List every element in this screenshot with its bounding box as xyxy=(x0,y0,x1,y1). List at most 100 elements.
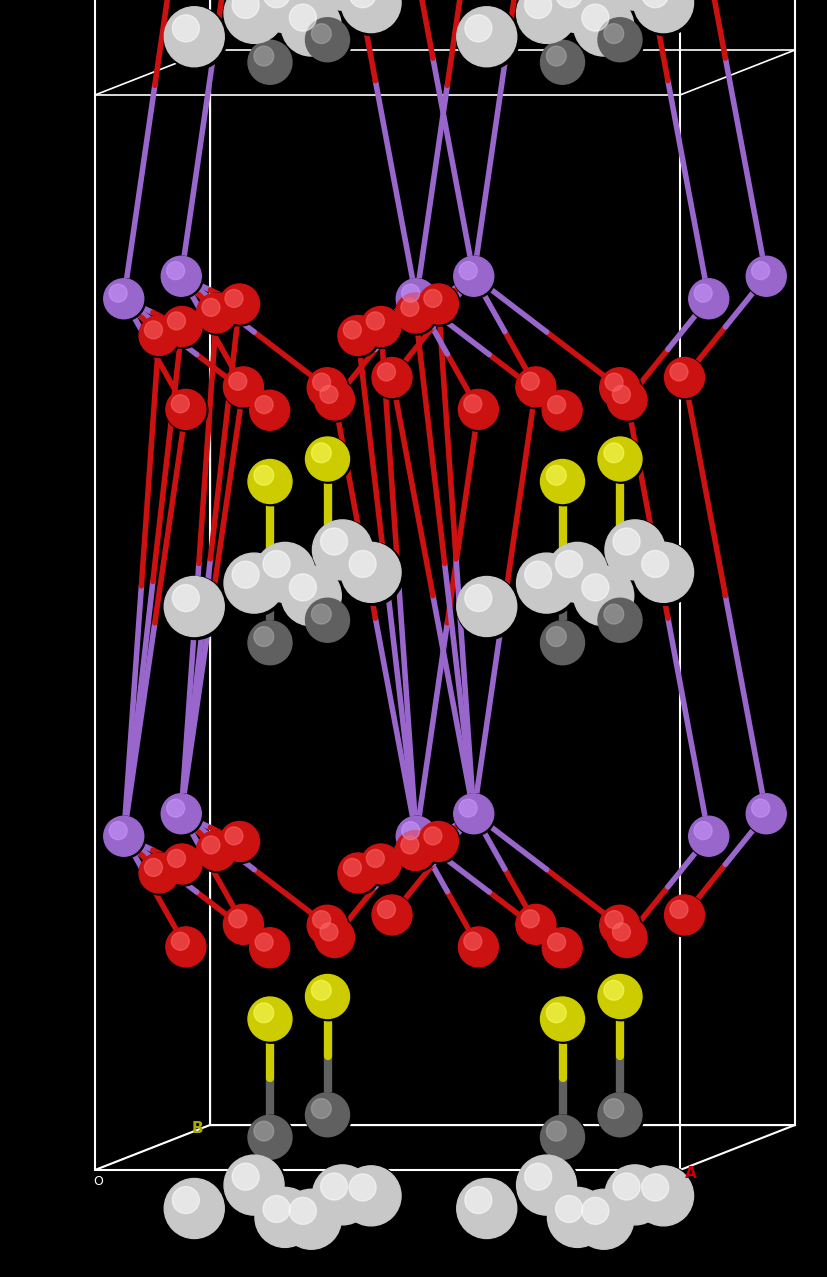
Circle shape xyxy=(202,836,220,854)
Circle shape xyxy=(224,553,284,613)
Circle shape xyxy=(402,821,419,840)
Circle shape xyxy=(366,312,385,329)
Circle shape xyxy=(313,0,375,13)
Circle shape xyxy=(633,543,696,605)
Circle shape xyxy=(281,1189,342,1249)
Circle shape xyxy=(281,566,342,626)
Circle shape xyxy=(307,905,349,948)
Circle shape xyxy=(219,821,261,863)
Circle shape xyxy=(604,24,624,43)
Circle shape xyxy=(598,437,642,481)
Circle shape xyxy=(314,917,355,958)
Circle shape xyxy=(372,358,412,397)
Circle shape xyxy=(305,437,351,483)
Circle shape xyxy=(541,997,585,1041)
Circle shape xyxy=(254,46,274,66)
Circle shape xyxy=(633,543,694,603)
Circle shape xyxy=(517,0,576,43)
Circle shape xyxy=(517,0,580,46)
Circle shape xyxy=(547,1188,610,1250)
Circle shape xyxy=(574,1189,633,1249)
Circle shape xyxy=(263,550,290,577)
Circle shape xyxy=(600,905,640,945)
Circle shape xyxy=(401,836,418,854)
Circle shape xyxy=(598,1093,644,1139)
Circle shape xyxy=(459,262,477,280)
Circle shape xyxy=(225,827,243,845)
Circle shape xyxy=(459,799,477,817)
Circle shape xyxy=(349,550,376,577)
Circle shape xyxy=(305,1093,350,1137)
Circle shape xyxy=(600,368,642,410)
Circle shape xyxy=(574,566,637,628)
Circle shape xyxy=(248,41,292,84)
Circle shape xyxy=(607,381,649,421)
Circle shape xyxy=(314,917,356,959)
Circle shape xyxy=(746,257,786,296)
Circle shape xyxy=(642,0,669,8)
Circle shape xyxy=(465,1186,492,1213)
Circle shape xyxy=(248,997,292,1041)
Circle shape xyxy=(172,585,199,612)
Circle shape xyxy=(343,321,361,338)
Circle shape xyxy=(321,527,347,555)
Circle shape xyxy=(162,306,204,349)
Circle shape xyxy=(377,363,395,381)
Circle shape xyxy=(166,927,206,967)
Circle shape xyxy=(396,278,438,321)
Circle shape xyxy=(224,553,287,616)
Circle shape xyxy=(166,389,206,429)
Circle shape xyxy=(171,395,189,412)
Circle shape xyxy=(248,1115,294,1162)
Circle shape xyxy=(521,373,539,391)
Circle shape xyxy=(307,368,347,407)
Circle shape xyxy=(313,520,375,582)
Circle shape xyxy=(248,41,294,87)
Circle shape xyxy=(582,1198,609,1225)
Circle shape xyxy=(395,292,436,333)
Circle shape xyxy=(604,1098,624,1119)
Circle shape xyxy=(547,1121,566,1140)
Circle shape xyxy=(454,794,495,835)
Circle shape xyxy=(598,974,642,1019)
Circle shape xyxy=(338,315,378,355)
Circle shape xyxy=(547,1188,608,1248)
Circle shape xyxy=(145,321,162,338)
Circle shape xyxy=(162,844,204,886)
Circle shape xyxy=(541,997,586,1043)
Circle shape xyxy=(341,1166,404,1228)
Circle shape xyxy=(103,278,146,321)
Circle shape xyxy=(341,0,401,33)
Circle shape xyxy=(224,1156,287,1218)
Circle shape xyxy=(223,366,265,409)
Circle shape xyxy=(255,1188,318,1250)
Circle shape xyxy=(224,0,284,43)
Circle shape xyxy=(254,1121,274,1140)
Circle shape xyxy=(665,358,705,397)
Circle shape xyxy=(232,1163,259,1190)
Circle shape xyxy=(166,927,208,969)
Circle shape xyxy=(223,366,264,407)
Circle shape xyxy=(516,904,556,945)
Circle shape xyxy=(517,553,580,616)
Circle shape xyxy=(172,1186,199,1213)
Circle shape xyxy=(517,1156,580,1218)
Circle shape xyxy=(232,0,259,18)
Circle shape xyxy=(541,460,585,503)
Circle shape xyxy=(223,904,265,946)
Circle shape xyxy=(248,997,294,1043)
Circle shape xyxy=(377,900,395,918)
Circle shape xyxy=(633,1166,696,1228)
Circle shape xyxy=(457,576,519,640)
Circle shape xyxy=(524,561,552,589)
Circle shape xyxy=(541,621,585,665)
Circle shape xyxy=(457,576,517,636)
Circle shape xyxy=(458,389,499,429)
Circle shape xyxy=(338,853,378,893)
Circle shape xyxy=(670,363,688,381)
Circle shape xyxy=(454,794,494,834)
Circle shape xyxy=(458,389,500,432)
Circle shape xyxy=(607,381,647,420)
Circle shape xyxy=(172,15,199,42)
Circle shape xyxy=(341,543,404,605)
